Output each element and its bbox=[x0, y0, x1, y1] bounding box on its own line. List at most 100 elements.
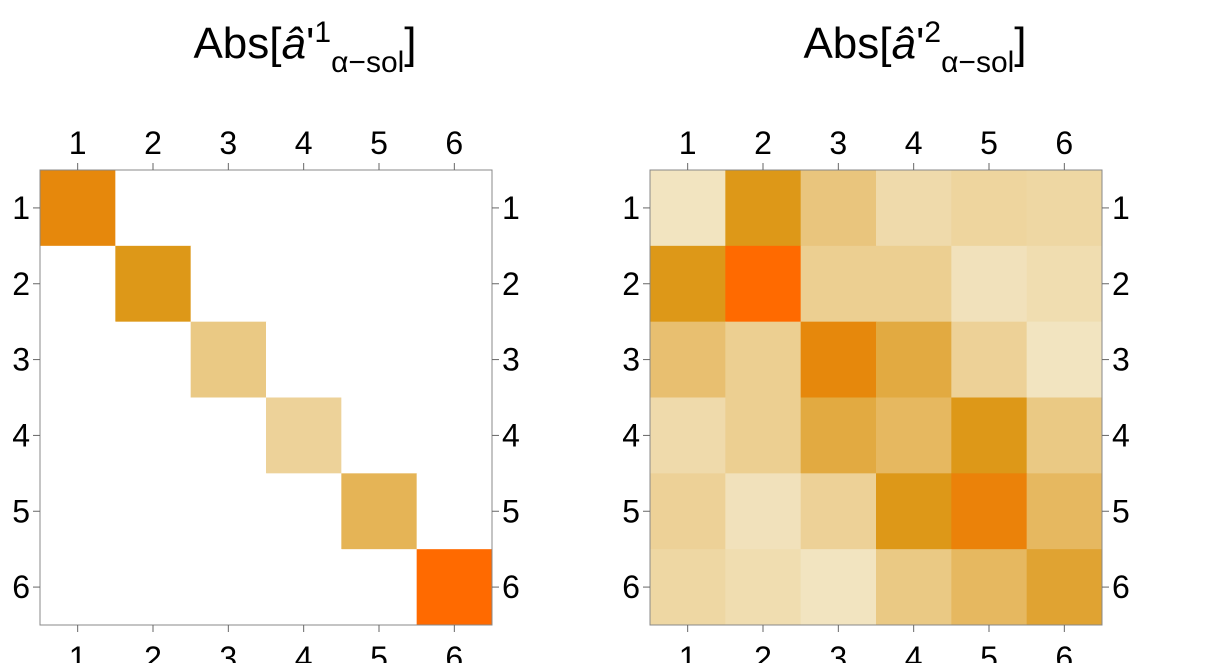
row-label-left: 1 bbox=[12, 190, 30, 226]
heatmap-cell-r6-c3 bbox=[800, 549, 877, 626]
heatmap-cell-r4-c1 bbox=[40, 397, 116, 474]
col-label-top: 6 bbox=[1055, 125, 1073, 161]
title-sup: 2 bbox=[924, 16, 941, 49]
heatmap-cell-r2-c2 bbox=[115, 245, 192, 323]
col-label-bottom: 5 bbox=[980, 640, 998, 663]
heatmap-cell-r5-c2 bbox=[725, 473, 802, 550]
heatmap-cell-r1-c1 bbox=[40, 170, 116, 247]
heatmap-cell-r5-c2 bbox=[115, 473, 192, 550]
heatmap-cell-r1-c4 bbox=[266, 170, 342, 247]
heatmap-cell-r5-c1 bbox=[650, 473, 726, 550]
heatmap-cell-r5-c6 bbox=[1026, 473, 1103, 550]
heatmap-cell-r5-c4 bbox=[266, 473, 342, 550]
col-label-top: 2 bbox=[754, 125, 772, 161]
title-sub: α−sol bbox=[941, 46, 1014, 79]
heatmap-cell-r1-c5 bbox=[341, 170, 418, 247]
row-label-left: 2 bbox=[12, 266, 30, 302]
heatmap-cell-r4-c2 bbox=[725, 397, 802, 474]
heatmap-cell-r3-c1 bbox=[650, 321, 726, 398]
heatmap-cell-r3-c6 bbox=[1026, 321, 1103, 398]
heatmap-cell-r4-c3 bbox=[800, 397, 877, 474]
heatmap-cell-r6-c2 bbox=[725, 549, 802, 626]
heatmap-cell-r6-c6 bbox=[416, 549, 493, 626]
col-label-bottom: 6 bbox=[1055, 640, 1073, 663]
heatmap-cell-r4-c4 bbox=[876, 397, 952, 474]
heatmap-cell-r4-c6 bbox=[416, 397, 493, 474]
title-hat: â bbox=[892, 19, 916, 68]
heatmap-cell-r2-c6 bbox=[416, 245, 493, 323]
col-label-bottom: 4 bbox=[905, 640, 923, 663]
heatmap-cell-r2-c3 bbox=[190, 245, 267, 323]
heatmap-cell-r4-c5 bbox=[341, 397, 418, 474]
heatmap-cell-r4-c1 bbox=[650, 397, 726, 474]
col-label-top: 4 bbox=[295, 125, 313, 161]
row-label-right: 1 bbox=[1112, 190, 1130, 226]
col-label-top: 3 bbox=[219, 125, 237, 161]
row-label-right: 5 bbox=[1112, 493, 1130, 529]
col-label-bottom: 3 bbox=[829, 640, 847, 663]
col-label-bottom: 6 bbox=[445, 640, 463, 663]
col-label-bottom: 2 bbox=[144, 640, 162, 663]
chart-title: Abs[â'2α−sol] bbox=[803, 16, 1026, 79]
col-label-top: 4 bbox=[905, 125, 923, 161]
heatmap-cell-r4-c6 bbox=[1026, 397, 1103, 474]
heatmap-cell-r6-c5 bbox=[951, 549, 1028, 626]
heatmap-cell-r1-c3 bbox=[190, 170, 267, 247]
heatmap-cell-r3-c5 bbox=[951, 321, 1028, 398]
heatmap-cell-r2-c6 bbox=[1026, 245, 1103, 323]
col-label-top: 2 bbox=[144, 125, 162, 161]
heatmap-cell-r6-c5 bbox=[341, 549, 418, 626]
title-close: ] bbox=[1014, 19, 1026, 68]
row-label-left: 1 bbox=[622, 190, 640, 226]
heatmap-cell-r2-c4 bbox=[876, 245, 952, 323]
row-label-left: 4 bbox=[12, 417, 30, 453]
chart-title: Abs[â'1α−sol] bbox=[193, 16, 416, 79]
title-close: ] bbox=[404, 19, 416, 68]
heatmap-cell-r2-c3 bbox=[800, 245, 877, 323]
col-label-bottom: 1 bbox=[69, 640, 87, 663]
heatmap-cell-r5-c5 bbox=[951, 473, 1028, 550]
heatmap-cell-r5-c6 bbox=[416, 473, 493, 550]
heatmap-cell-r2-c4 bbox=[266, 245, 342, 323]
heatmap-cell-r4-c3 bbox=[190, 397, 267, 474]
row-label-left: 5 bbox=[12, 493, 30, 529]
heatmap-panel-1: Abs[â'1α−sol] 1 1 2 2 3 3 4 4 5 5 6 6 1 1 2 2 3 3 4 4 5 5 6 6 bbox=[0, 0, 610, 663]
heatmap-cell-r3-c2 bbox=[725, 321, 802, 398]
heatmap-cell-r1-c2 bbox=[115, 170, 192, 247]
title-main: Abs[ bbox=[193, 19, 281, 68]
row-label-left: 5 bbox=[622, 493, 640, 529]
heatmap-cell-r5-c3 bbox=[190, 473, 267, 550]
row-label-right: 6 bbox=[1112, 569, 1130, 605]
heatmap-cell-r2-c5 bbox=[951, 245, 1028, 323]
title-prime: ' bbox=[916, 19, 924, 68]
col-label-top: 1 bbox=[679, 125, 697, 161]
title-hat: â bbox=[282, 19, 306, 68]
heatmap-cell-r1-c2 bbox=[725, 170, 802, 247]
plot-frame bbox=[39, 169, 493, 626]
heatmap-cell-r6-c6 bbox=[1026, 549, 1103, 626]
heatmap-cell-r3-c6 bbox=[416, 321, 493, 398]
heatmap-cell-r3-c5 bbox=[341, 321, 418, 398]
heatmap-cell-r6-c2 bbox=[115, 549, 192, 626]
heatmap-cell-r5-c5 bbox=[341, 473, 418, 550]
plot-frame bbox=[649, 169, 1103, 626]
heatmap-cell-r4-c4 bbox=[266, 397, 342, 474]
row-label-left: 2 bbox=[622, 266, 640, 302]
heatmap-cell-r1-c1 bbox=[650, 170, 726, 247]
heatmap-cell-r3-c4 bbox=[876, 321, 952, 398]
title-sup: 1 bbox=[314, 16, 331, 49]
col-label-bottom: 5 bbox=[370, 640, 388, 663]
heatmap-cell-r1-c4 bbox=[876, 170, 952, 247]
heatmap-cell-r3-c4 bbox=[266, 321, 342, 398]
heatmap-cell-r3-c3 bbox=[800, 321, 877, 398]
heatmap-cell-r2-c1 bbox=[40, 245, 116, 323]
heatmap-cell-r4-c5 bbox=[951, 397, 1028, 474]
row-label-right: 2 bbox=[502, 266, 520, 302]
heatmap-cell-r5-c3 bbox=[800, 473, 877, 550]
row-label-right: 5 bbox=[502, 493, 520, 529]
heatmap-cell-r1-c6 bbox=[416, 170, 493, 247]
col-label-top: 1 bbox=[69, 125, 87, 161]
row-label-left: 6 bbox=[12, 569, 30, 605]
